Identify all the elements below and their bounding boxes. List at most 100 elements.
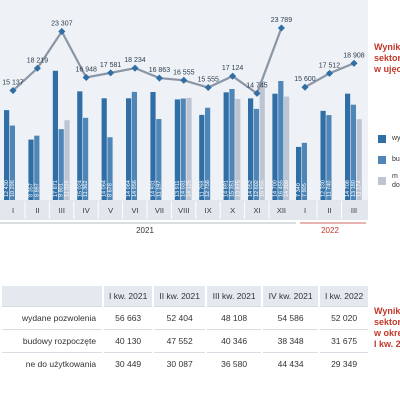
table-row: ne do użytkowania 30 449 30 087 36 580 4… <box>0 352 368 375</box>
bar-bu <box>301 142 307 200</box>
table-cell: 40 130 <box>102 329 154 353</box>
bar-wy <box>296 146 302 200</box>
bar-bu <box>205 107 211 200</box>
bar-value-label: 11 740 <box>326 181 332 197</box>
bar-value-label: 16 455 <box>260 180 266 197</box>
row-label: wydane pozwolenia <box>0 306 104 330</box>
bar-value-label: 17 871 <box>53 180 59 197</box>
year-label-2021: 2021 <box>136 226 154 235</box>
line-value-label: 18 234 <box>124 57 146 64</box>
bar-value-label: 14 931 <box>150 180 156 197</box>
bar-value-label: 8 678 <box>107 183 113 197</box>
bar-do <box>235 98 241 200</box>
bar-value-label: 16 455 <box>278 180 284 197</box>
table-cell: 40 346 <box>205 329 263 353</box>
table-cell: 38 348 <box>261 329 320 353</box>
line-2021 <box>12 27 283 96</box>
table-cell: 52 404 <box>152 306 207 330</box>
row-label: budowy rozpoczęte <box>0 329 104 353</box>
month-tick-label: III <box>59 206 65 215</box>
table-cell: 52 020 <box>318 306 368 330</box>
table-header: I kw. 2022 <box>318 286 368 307</box>
bar-value-label: 9 801 <box>59 183 65 197</box>
legend-label-1: wy <box>392 135 400 142</box>
bar-wy <box>28 139 34 200</box>
quarterly-table: I kw. 2021 II kw. 2021 III kw. 2021 IV k… <box>0 286 368 375</box>
line-point <box>277 24 285 32</box>
bar-do <box>284 96 290 200</box>
table-cell: 47 552 <box>152 329 207 353</box>
legend-label-3a: m <box>392 173 398 180</box>
bar-bu <box>9 125 15 200</box>
table-header-label <box>0 286 104 307</box>
month-tick-label: V <box>108 206 113 215</box>
line-value-label: 14 745 <box>246 82 268 89</box>
bar-value-label: 14 125 <box>186 180 192 197</box>
bar-value-label: 11 174 <box>357 181 363 197</box>
bar-bu <box>350 104 356 200</box>
month-tick-label: II <box>327 206 331 215</box>
bar-value-label: 8 357 <box>28 183 34 197</box>
month-tick-label: III <box>351 206 357 215</box>
table-header: III kw. 2021 <box>205 286 263 307</box>
row-label: ne do użytkowania <box>0 352 104 375</box>
table-header: II kw. 2021 <box>152 286 207 307</box>
table-header: I kw. 2021 <box>102 286 154 307</box>
table-cell: 56 663 <box>102 306 154 330</box>
bar-wy <box>4 110 10 200</box>
month-tick-label: II <box>35 206 39 215</box>
side-title-line: w okre <box>374 328 400 338</box>
bar-bu <box>156 119 162 200</box>
bar-value-label: 11 028 <box>64 181 70 197</box>
bar-value-label: 13 911 <box>175 181 181 197</box>
line-point <box>180 76 188 84</box>
line-value-label: 17 581 <box>100 62 122 69</box>
month-tick-label: VIII <box>178 206 189 215</box>
bar-value-label: 11 362 <box>83 181 89 197</box>
month-tick-label: VII <box>155 206 164 215</box>
line-point <box>325 69 334 77</box>
month-tick-label: XI <box>253 206 260 215</box>
bar-wy <box>150 92 156 200</box>
bar-bu <box>326 115 332 200</box>
bar-bu <box>229 89 235 200</box>
table-cell: 30 087 <box>152 352 207 375</box>
line-value-label: 16 555 <box>173 69 195 76</box>
bar-bu <box>58 129 64 200</box>
line-value-label: 15 555 <box>197 77 219 84</box>
bar-wy <box>101 98 107 200</box>
bar-value-label: 14 064 <box>126 180 132 197</box>
side-title-line: sektor <box>374 53 400 63</box>
bar-value-label: 7 905 <box>302 183 308 197</box>
line-value-label: 23 789 <box>271 17 293 24</box>
bar-value-label: 14 052 <box>248 180 254 197</box>
side-title-line: w ujęc <box>374 64 400 74</box>
table-row: wydane pozwolenia 56 663 52 404 48 108 5… <box>0 306 368 330</box>
bar-value-label: 14 891 <box>224 180 230 197</box>
side-title-line: Wynik <box>374 42 400 52</box>
bar-value-label: 12 430 <box>4 180 10 197</box>
bar-bu <box>107 137 113 200</box>
line-value-label: 18 219 <box>27 57 49 64</box>
bar-value-label: 11 197 <box>156 181 162 197</box>
housing-chart: 12 430 8 357 17 871 15 024 14 064 14 064 14 93… <box>0 0 368 235</box>
bar-value-label: 12 602 <box>254 180 260 197</box>
month-tick-label: XII <box>277 206 286 215</box>
line-value-label: 23 307 <box>51 20 73 27</box>
bar-bu <box>34 135 40 200</box>
line-point <box>204 83 212 92</box>
bar-value-label: 14 031 <box>181 180 187 197</box>
bar-do <box>259 81 265 200</box>
bar-wy <box>174 99 180 200</box>
line-value-label: 15 137 <box>2 80 24 87</box>
bar-value-label: 10 296 <box>10 180 16 197</box>
table-row: budowy rozpoczęte 40 130 47 552 40 346 3… <box>0 329 368 353</box>
bar-wy <box>248 98 254 200</box>
bar-wy <box>199 114 205 200</box>
year-label-2022: 2022 <box>321 226 339 235</box>
x-axis-band-2022 <box>298 200 368 220</box>
bar-wy <box>52 70 58 200</box>
bar-bu <box>253 108 259 200</box>
bar-wy <box>126 98 132 200</box>
table-cell: 30 449 <box>102 352 154 375</box>
